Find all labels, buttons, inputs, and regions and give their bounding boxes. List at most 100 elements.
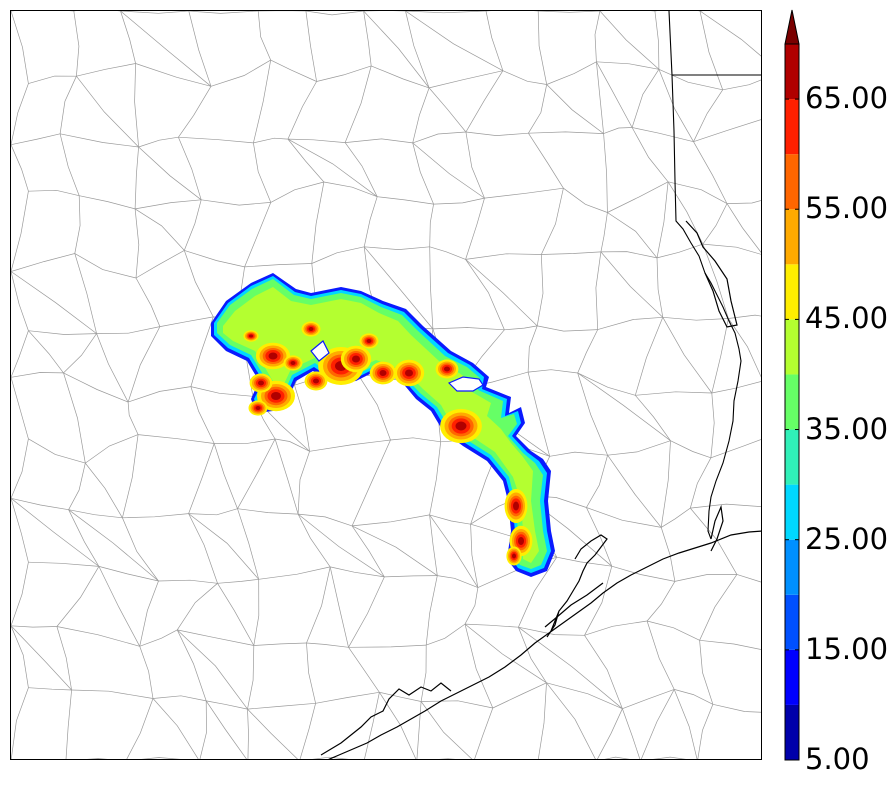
county-line [502,70,547,85]
county-line [429,70,503,89]
county-line [217,583,255,646]
county-line [432,327,505,331]
county-line [528,369,578,374]
storm-cell [359,333,379,349]
county-line [199,700,207,759]
county-line [348,647,380,693]
county-line [464,623,547,684]
county-line [253,60,272,143]
county-line [11,377,29,439]
county-line [28,687,72,691]
sabine-river-border [671,74,742,540]
county-line [674,689,714,705]
storm-cell-ring [518,537,524,545]
county-line [96,326,160,334]
county-line [690,503,761,509]
storm-cell [249,373,273,393]
county-line [556,556,612,567]
county-line [63,333,97,374]
county-line [416,701,422,759]
storm-cell-ring [512,553,516,559]
county-line [297,513,385,578]
county-line [184,250,245,268]
colorbar-swatch [785,704,799,760]
county-line [274,438,299,515]
county-line [653,756,686,759]
county-line [152,698,199,759]
county-line [661,507,691,528]
county-line [352,514,430,527]
storm-cell-ring [379,370,387,376]
county-line [177,629,254,646]
county-line [693,89,723,142]
county-line [98,566,141,647]
storm-cell-ring [513,501,519,511]
county-line [139,580,159,647]
county-line [138,434,215,444]
county-line [658,68,723,91]
county-line [405,11,487,14]
county-line [178,86,212,138]
county-line [305,11,364,16]
storm-cell-ring [255,406,261,410]
map-canvas [11,11,761,759]
county-line [577,372,671,441]
county-line [693,119,761,143]
colorbar-outline [784,43,800,761]
county-line [464,624,494,709]
county-line [607,212,658,259]
county-line [377,196,434,205]
county-line [56,626,140,647]
county-line [465,198,485,260]
county-line [537,11,548,85]
county-line [584,635,623,709]
county-line [429,441,442,515]
county-line [244,263,312,268]
storm-cell-ring [258,380,264,386]
precip-gap-lake [447,376,484,392]
county-line [631,127,669,183]
colorbar-tick-label: 5.00 [805,742,870,776]
county-line [660,440,671,528]
storm-cell [440,408,482,444]
county-line [28,75,77,84]
county-line [538,11,600,13]
storm-cell-ring [271,392,281,400]
county-line [537,325,598,332]
storm-cell [248,400,268,416]
county-line [607,440,671,456]
county-line [134,208,185,251]
county-line [71,689,154,699]
county-line [640,689,675,759]
county-line [28,330,64,374]
sabine-lake [710,504,724,552]
storm-cell [301,321,321,337]
county-line [596,61,604,134]
county-line [316,65,372,82]
county-line [87,758,108,759]
county-line [546,682,623,710]
storm-cell-ring [313,378,319,384]
county-line [188,513,259,580]
county-line [68,463,86,510]
county-line [311,246,365,264]
county-line [364,692,380,759]
county-line [710,392,715,458]
county-line [79,195,136,210]
storm-cell [340,345,372,373]
county-line [420,645,427,702]
colorbar-swatch [785,594,799,650]
county-line [344,142,378,197]
county-line [594,11,601,62]
storm-cell [506,546,522,566]
county-line [76,75,139,148]
county-line [188,513,218,584]
county-line [504,325,538,331]
county-line [98,566,159,582]
county-line [11,144,29,192]
storm-cells [243,321,533,566]
county-line [348,644,427,648]
county-line [122,434,139,518]
storm-cell [504,488,528,524]
county-line [465,259,538,327]
